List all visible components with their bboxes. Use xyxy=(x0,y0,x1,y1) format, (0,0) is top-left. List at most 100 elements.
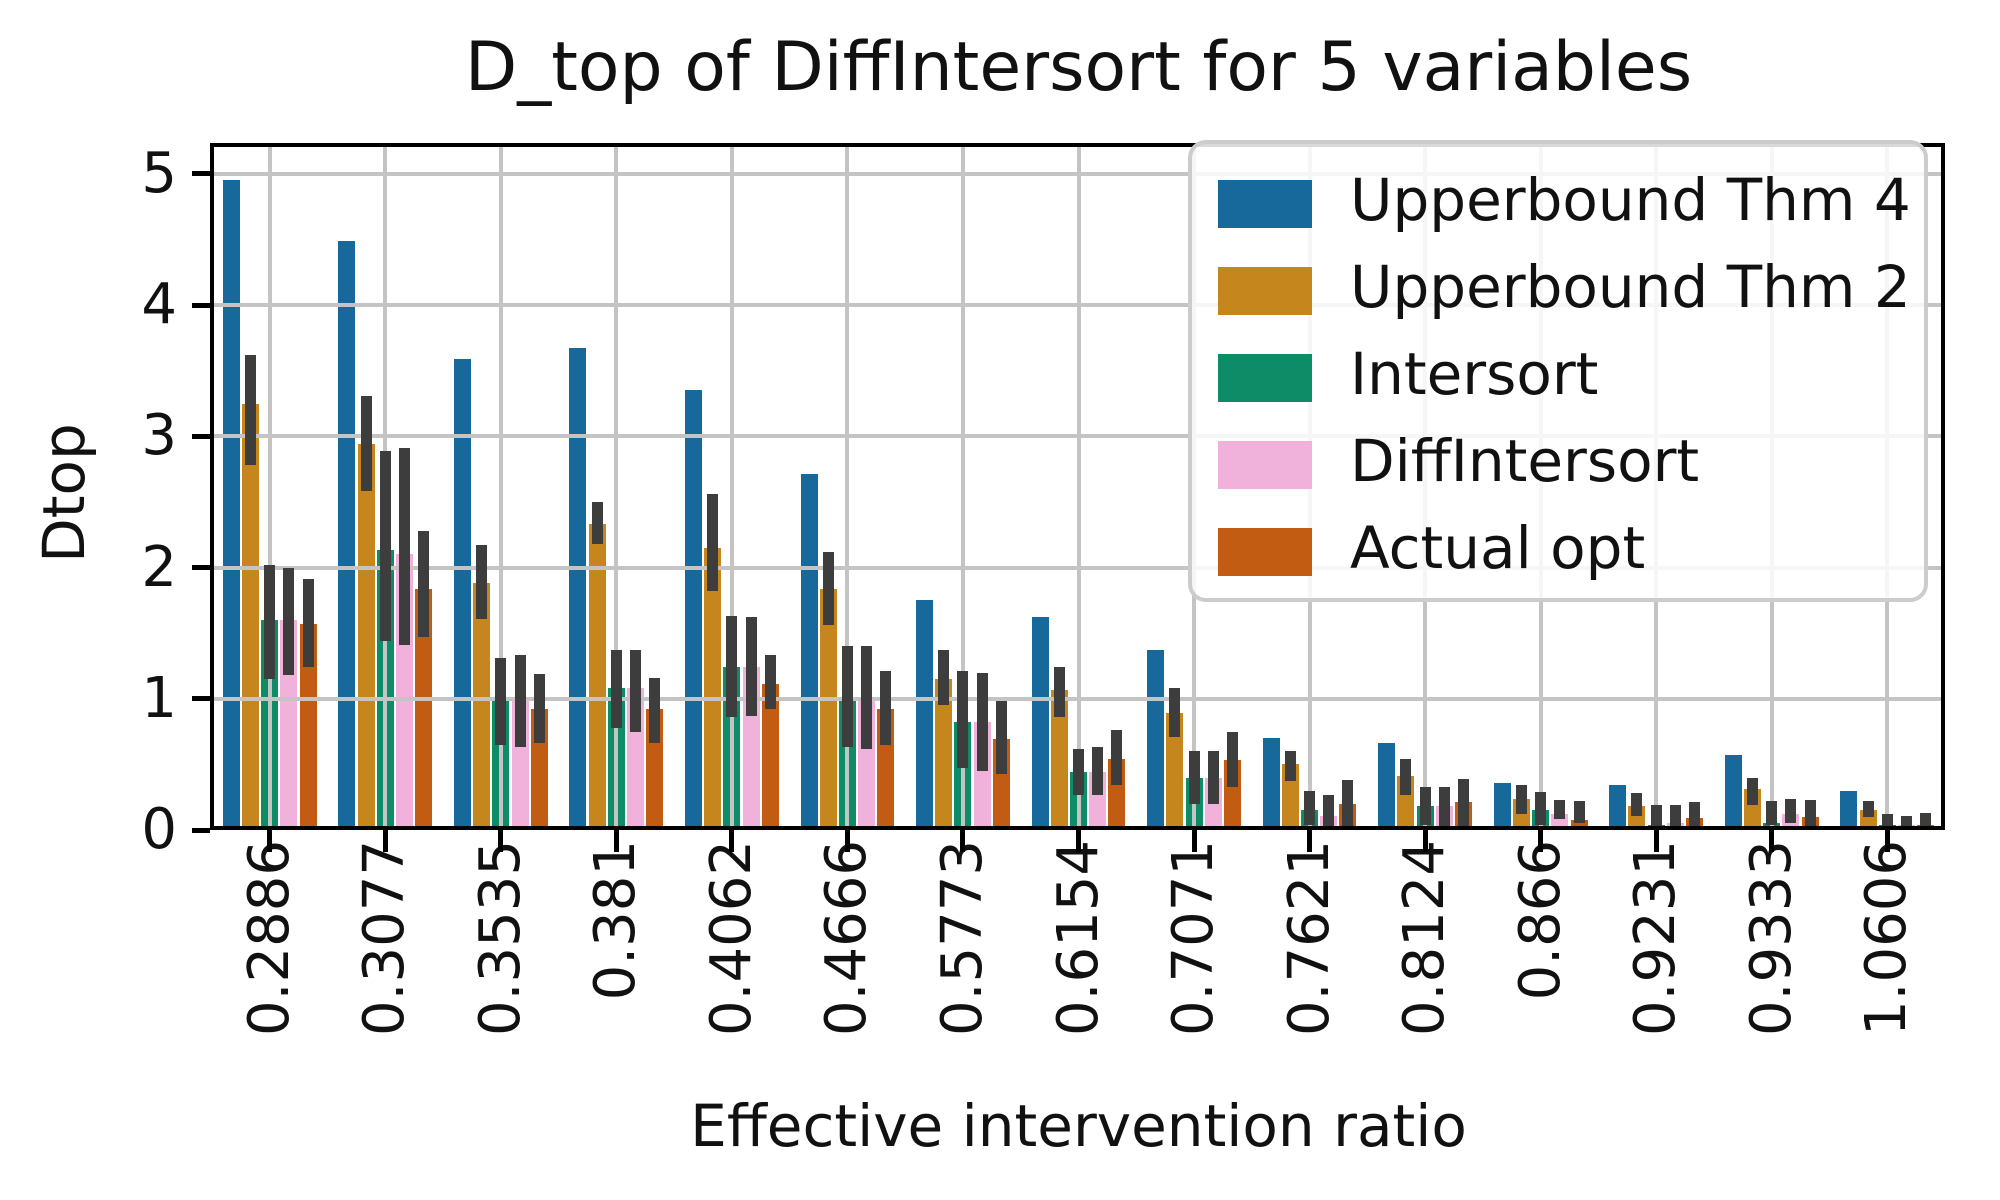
bar-upperbound-thm-4 xyxy=(1147,650,1165,830)
x-tick-label: 0.8124 xyxy=(1392,840,1458,1036)
y-tick-label: 3 xyxy=(141,403,177,469)
y-tick-mark xyxy=(192,171,210,177)
error-bar xyxy=(1689,802,1701,828)
x-tick-label: 0.9231 xyxy=(1623,840,1689,1036)
x-tick-mark xyxy=(729,830,735,852)
bar-upperbound-thm-4 xyxy=(1031,617,1049,830)
error-bar xyxy=(1804,799,1816,827)
bar-upperbound-thm-4 xyxy=(1378,743,1396,830)
x-tick-label: 0.2886 xyxy=(236,840,302,1036)
error-bar xyxy=(1111,730,1123,786)
error-bar xyxy=(591,501,603,544)
y-tick-label: 2 xyxy=(141,534,177,600)
x-tick-mark xyxy=(1538,830,1544,852)
bar-upperbound-thm-4 xyxy=(685,390,702,830)
legend-swatch xyxy=(1218,180,1312,228)
bar-upperbound-thm-4 xyxy=(1840,790,1858,830)
bar-upperbound-thm-4 xyxy=(338,240,356,830)
error-bar xyxy=(1284,751,1296,782)
bar-upperbound-thm-4 xyxy=(1609,785,1627,830)
error-bar xyxy=(1554,799,1566,820)
error-bar xyxy=(861,646,873,749)
error-bar xyxy=(245,354,257,466)
error-bar xyxy=(283,567,295,676)
error-bar xyxy=(1747,777,1758,806)
error-bar xyxy=(610,650,622,728)
vertical-gridline xyxy=(1076,145,1081,830)
legend-item-label: Upperbound Thm 4 xyxy=(1350,166,1911,234)
bar-upperbound-thm-4 xyxy=(569,348,587,830)
x-tick-mark xyxy=(1653,830,1659,852)
bar-upperbound-thm-2 xyxy=(819,588,837,830)
error-bar xyxy=(938,650,950,706)
bar-upperbound-thm-2 xyxy=(1166,713,1184,830)
error-bar xyxy=(476,545,488,619)
error-bar xyxy=(745,617,757,716)
bar-actual-opt xyxy=(415,588,433,830)
error-bar xyxy=(841,646,853,748)
y-tick-mark xyxy=(192,433,210,439)
legend-swatch xyxy=(1218,267,1312,315)
error-bar xyxy=(1650,805,1662,827)
x-tick-mark xyxy=(382,830,388,852)
error-bar xyxy=(1226,731,1238,787)
error-bar xyxy=(1342,780,1354,828)
x-tick-label: 0.9333 xyxy=(1738,840,1804,1036)
error-bar xyxy=(1862,801,1874,817)
legend-item: DiffIntersort xyxy=(1192,419,1924,511)
error-bar xyxy=(976,672,988,771)
x-tick-label: 0.3077 xyxy=(352,840,418,1036)
error-bar xyxy=(302,579,314,668)
y-tick-mark xyxy=(192,565,210,571)
error-bar xyxy=(1304,790,1316,825)
bar-upperbound-thm-2 xyxy=(357,444,375,830)
error-bar xyxy=(1785,798,1797,824)
x-tick-mark xyxy=(1076,830,1081,852)
x-tick-mark xyxy=(844,830,850,852)
chart-title: D_top of DiffIntersort for 5 variables xyxy=(464,28,1693,107)
horizontal-gridline xyxy=(212,696,1945,701)
legend-swatch xyxy=(1218,354,1312,402)
horizontal-gridline xyxy=(212,434,1945,439)
legend-item: Upperbound Thm 2 xyxy=(1192,245,1924,337)
x-tick-mark xyxy=(960,830,966,852)
bar-actual-opt xyxy=(299,623,317,830)
error-bar xyxy=(533,673,545,744)
x-tick-label: 0.6154 xyxy=(1045,840,1111,1036)
legend-item-label: Intersort xyxy=(1350,340,1599,408)
y-tick-label: 1 xyxy=(141,665,177,731)
error-bar xyxy=(1458,778,1469,827)
legend-item: Actual opt xyxy=(1192,506,1924,598)
bar-upperbound-thm-2 xyxy=(242,403,260,830)
y-tick-mark xyxy=(192,827,210,833)
error-bar xyxy=(1073,748,1084,795)
error-bar xyxy=(514,655,526,748)
x-tick-mark xyxy=(1769,830,1775,852)
error-bar xyxy=(1188,751,1200,804)
y-tick-label: 5 xyxy=(141,140,177,206)
bar-actual-opt xyxy=(761,684,779,830)
y-tick-label: 0 xyxy=(141,797,177,862)
legend: Upperbound Thm 4 Upperbound Thm 2 Intersor… xyxy=(1188,140,1928,602)
x-tick-label: 0.7071 xyxy=(1161,840,1227,1036)
error-bar xyxy=(1535,791,1547,825)
error-bar xyxy=(630,650,642,732)
legend-item: Intersort xyxy=(1192,332,1924,424)
error-bar xyxy=(379,450,391,642)
legend-item-label: Upperbound Thm 2 xyxy=(1350,253,1911,321)
x-tick-label: 0.866 xyxy=(1507,840,1573,1001)
error-bar xyxy=(1881,814,1893,828)
error-bar xyxy=(1766,801,1778,825)
x-tick-label: 1.0606 xyxy=(1854,840,1920,1036)
error-bar xyxy=(764,655,776,710)
bar-upperbound-thm-2 xyxy=(1050,689,1068,830)
x-tick-mark xyxy=(1307,830,1313,852)
bar-upperbound-thm-2 xyxy=(935,679,953,830)
bar-actual-opt xyxy=(1570,819,1588,830)
vertical-gridline xyxy=(960,145,965,830)
plot-area xyxy=(212,145,1945,830)
x-tick-label: 0.5773 xyxy=(929,840,995,1036)
x-tick-label: 0.381 xyxy=(583,840,649,1001)
error-bar xyxy=(957,671,969,769)
